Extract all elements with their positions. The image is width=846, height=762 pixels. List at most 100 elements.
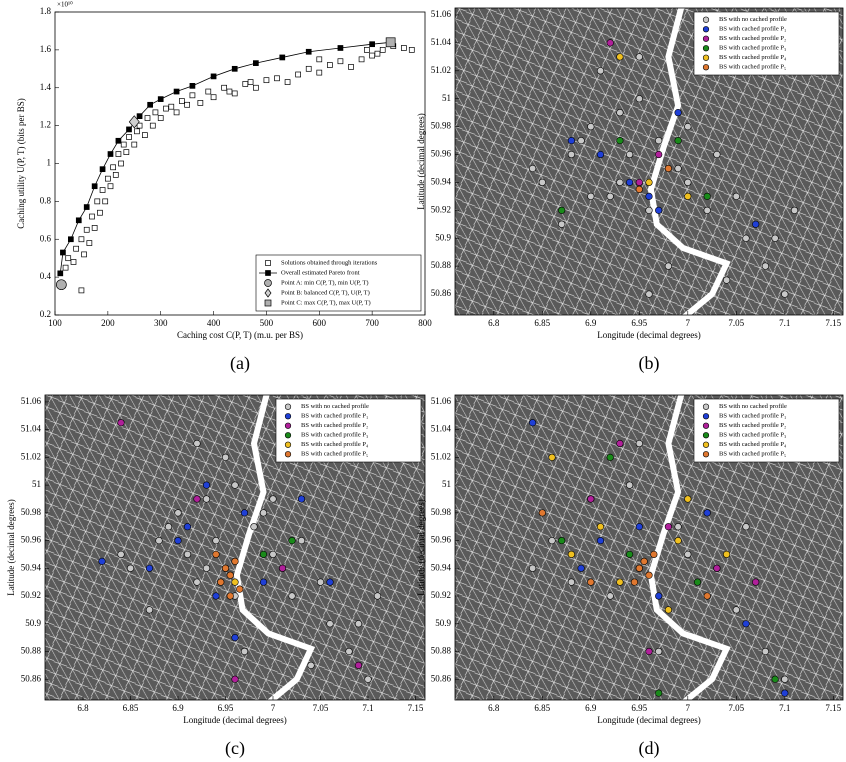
bs-point bbox=[636, 523, 643, 530]
figure: 1002003004005006007008000.20.40.60.811.2… bbox=[0, 0, 846, 762]
solution-point bbox=[84, 227, 89, 232]
pareto-point bbox=[68, 237, 73, 242]
x-tick-label: 7.1 bbox=[779, 318, 790, 328]
y-tick-label: 50.96 bbox=[21, 535, 42, 545]
bs-point bbox=[578, 565, 585, 572]
bs-point bbox=[232, 579, 239, 586]
bs-point bbox=[568, 151, 575, 158]
x-tick-label: 7 bbox=[686, 703, 691, 713]
solution-point bbox=[127, 134, 132, 139]
solution-point bbox=[79, 237, 84, 242]
y-tick-label: 50.96 bbox=[431, 535, 452, 545]
bs-point bbox=[597, 523, 604, 530]
bs-point bbox=[607, 193, 614, 200]
solution-point bbox=[317, 70, 322, 75]
bs-point bbox=[626, 179, 633, 186]
panel-caption: (a) bbox=[230, 353, 250, 374]
x-tick-label: 400 bbox=[207, 318, 221, 328]
y-tick-label: 50.92 bbox=[431, 590, 451, 600]
bs-point bbox=[165, 523, 172, 530]
x-tick-label: 7.1 bbox=[362, 703, 373, 713]
y-tick-label: 51.02 bbox=[21, 451, 41, 461]
solution-point bbox=[87, 241, 92, 246]
y-tick-label: 1 bbox=[47, 158, 52, 168]
y-tick-label: 51.04 bbox=[21, 424, 42, 434]
bs-point bbox=[327, 620, 334, 627]
y-tick-label: 50.98 bbox=[431, 507, 452, 517]
solution-point bbox=[349, 64, 354, 69]
bs-point bbox=[549, 454, 556, 461]
solution-point bbox=[134, 129, 139, 134]
bs-point bbox=[558, 221, 565, 228]
pareto-line bbox=[60, 42, 390, 273]
legend-marker bbox=[265, 280, 272, 287]
bs-point bbox=[646, 291, 653, 298]
x-tick-label: 6.8 bbox=[488, 703, 500, 713]
legend-label: BS with cached profile P₄ bbox=[301, 441, 369, 448]
bs-point bbox=[568, 551, 575, 558]
bs-point bbox=[685, 123, 692, 130]
y-tick-label: 50.86 bbox=[21, 673, 42, 683]
legend-marker bbox=[266, 261, 271, 266]
solution-point bbox=[79, 288, 84, 293]
panel-caption: (c) bbox=[225, 738, 245, 759]
bs-point bbox=[772, 676, 779, 683]
bs-point bbox=[539, 179, 546, 186]
x-tick-label: 200 bbox=[101, 318, 115, 328]
legend-marker bbox=[703, 451, 709, 457]
legend-label: Overall estimated Pareto front bbox=[281, 269, 360, 276]
x-tick-label: 7.1 bbox=[779, 703, 790, 713]
x-axis-label: Longitude (decimal degrees) bbox=[183, 715, 286, 725]
bs-point bbox=[636, 186, 643, 193]
legend-label: BS with cached profile P₂ bbox=[719, 35, 786, 42]
bs-point bbox=[289, 537, 296, 544]
bs-point bbox=[675, 537, 682, 544]
solution-point bbox=[227, 89, 232, 94]
solution-point bbox=[92, 225, 97, 230]
y-tick-label: 50.88 bbox=[21, 646, 42, 656]
solution-point bbox=[359, 57, 364, 62]
bs-point bbox=[636, 440, 643, 447]
bs-point bbox=[184, 523, 191, 530]
solution-point bbox=[90, 214, 95, 219]
solution-point bbox=[338, 59, 343, 64]
solution-point bbox=[100, 188, 105, 193]
solution-point bbox=[264, 78, 269, 83]
legend-label: BS with cached profile P₁ bbox=[301, 413, 368, 420]
bs-point bbox=[762, 263, 769, 270]
panel-caption: (d) bbox=[639, 738, 660, 759]
bs-point bbox=[791, 207, 798, 214]
solution-point bbox=[327, 63, 332, 68]
solution-point bbox=[105, 176, 110, 181]
y-tick-label: 51 bbox=[442, 479, 451, 489]
bs-point bbox=[568, 137, 575, 144]
solution-point bbox=[232, 91, 237, 96]
pareto-point bbox=[60, 250, 65, 255]
legend-marker bbox=[703, 442, 709, 448]
legend-label: BS with no cached profile bbox=[719, 403, 787, 410]
bs-point bbox=[704, 207, 711, 214]
legend-marker bbox=[703, 404, 709, 410]
bs-point bbox=[617, 440, 624, 447]
bs-point bbox=[588, 496, 595, 503]
bs-point bbox=[236, 586, 243, 593]
bs-point bbox=[641, 558, 648, 565]
bs-point bbox=[733, 607, 740, 614]
y-tick-label: 51 bbox=[442, 93, 451, 103]
legend-marker bbox=[703, 423, 709, 429]
legend-label: Solutions obtained through iterations bbox=[281, 259, 378, 266]
x-tick-label: 7.05 bbox=[728, 318, 744, 328]
y-tick-label: 51.02 bbox=[431, 451, 451, 461]
bs-point bbox=[355, 620, 362, 627]
bs-point bbox=[665, 523, 672, 530]
pareto-point bbox=[127, 127, 132, 132]
bs-point bbox=[655, 690, 662, 697]
y-tick-label: 0.6 bbox=[40, 233, 52, 243]
bs-point bbox=[529, 165, 536, 172]
legend-marker bbox=[265, 300, 271, 306]
x-tick-label: 6.8 bbox=[77, 703, 89, 713]
solution-point bbox=[174, 110, 179, 115]
bs-point bbox=[636, 565, 643, 572]
bs-point bbox=[588, 123, 595, 130]
bs-point bbox=[194, 496, 201, 503]
